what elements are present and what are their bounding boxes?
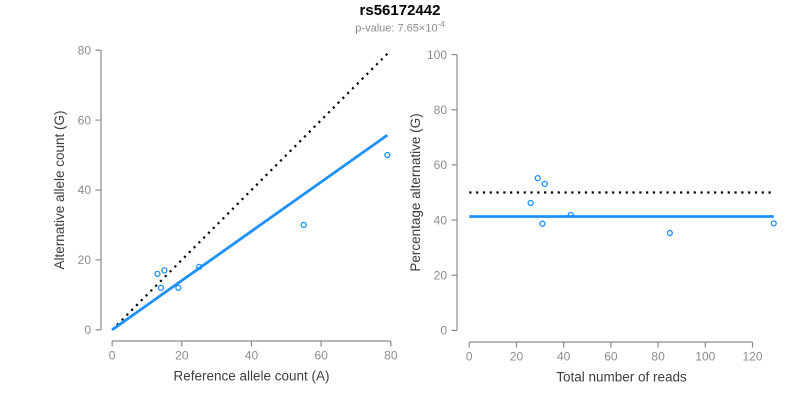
x-tick-label: 60 (314, 349, 328, 363)
data-point (534, 175, 541, 182)
data-point (154, 270, 161, 278)
x-tick-label: 20 (175, 349, 189, 363)
figure-title: rs56172442 (359, 2, 441, 19)
data-point (539, 220, 546, 227)
x-tick-label: 80 (651, 350, 665, 364)
x-tick-label: 20 (510, 350, 524, 364)
y-tick-label: 20 (434, 268, 448, 282)
data-point (161, 267, 168, 274)
p-value-exponent: -4 (437, 20, 445, 29)
figure-subtitle: p-value: 7.65×10-4 (0, 20, 800, 35)
data-point (196, 263, 203, 271)
right-plot-percentage: 0 20 40 60 80 100 120 0 20 40 60 80 100 Total number … (408, 48, 777, 385)
x-tick-label: 120 (742, 350, 762, 364)
y-axis-title: Alternative allele count (G) (52, 110, 67, 269)
y-tick-label: 40 (78, 183, 92, 197)
data-point (541, 180, 548, 188)
y-tick-label: 80 (434, 103, 448, 117)
y-tick-label: 0 (440, 324, 447, 338)
data-point (666, 229, 674, 237)
x-axis-title: Total number of reads (556, 370, 687, 385)
data-point (770, 220, 777, 227)
data-point (157, 284, 165, 292)
left-plot-allele-counts: 0 20 40 60 80 0 20 40 60 80 Reference allele count… (52, 43, 398, 383)
y-axis-title: Percentage alternative (G) (408, 113, 423, 271)
x-axis-title: Reference allele count (A) (173, 369, 329, 384)
y-tick-label: 80 (78, 43, 92, 57)
data-point (384, 151, 391, 159)
y-tick-label: 60 (434, 158, 448, 172)
y-tick-label: 0 (84, 323, 91, 337)
fit-line (111, 133, 389, 331)
x-tick-label: 0 (466, 350, 473, 364)
y-tick-label: 100 (427, 48, 447, 62)
data-point (175, 284, 182, 292)
data-point (567, 211, 574, 218)
x-tick-label: 40 (557, 350, 571, 364)
data-point (527, 199, 534, 207)
x-tick-label: 60 (604, 350, 618, 364)
y-tick-label: 60 (78, 113, 92, 127)
x-tick-label: 0 (109, 349, 116, 363)
data-point (300, 221, 307, 229)
p-value-text: p-value: 7.65×10 (355, 22, 438, 35)
x-tick-label: 80 (384, 349, 398, 363)
y-tick-label: 20 (78, 253, 92, 267)
identity-line (111, 52, 389, 331)
y-tick-label: 40 (434, 213, 448, 227)
x-tick-label: 100 (695, 350, 715, 364)
x-tick-label: 40 (245, 349, 259, 363)
